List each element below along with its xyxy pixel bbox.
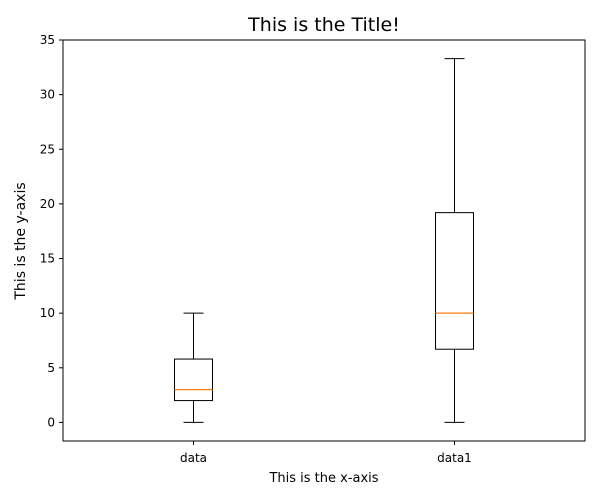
x-tick-label: data1 [437,451,472,465]
y-axis-label: This is the y-axis [13,182,29,300]
y-tick-label: 5 [47,361,55,375]
y-tick-label: 10 [40,306,55,320]
box-group-data1 [435,58,474,423]
plot-frame [62,39,586,442]
y-tick-label: 30 [40,88,55,102]
y-tick-label: 35 [40,33,55,47]
y-tick-label: 0 [47,415,55,429]
x-axis-ticks: data data1 [180,441,472,465]
y-tick-label: 25 [40,142,55,156]
interquartile-box [174,358,213,402]
x-axis-label: This is the x-axis [268,471,378,486]
box-group-data [174,312,213,423]
y-tick-label: 20 [40,197,55,211]
chart-title: This is the Title! [247,14,400,36]
y-axis-ticks: 0 5 10 15 20 25 30 35 [40,33,63,429]
y-tick-label: 15 [40,252,55,266]
interquartile-box [435,212,474,350]
x-tick-label: data [180,451,207,465]
box-plots [174,58,474,423]
